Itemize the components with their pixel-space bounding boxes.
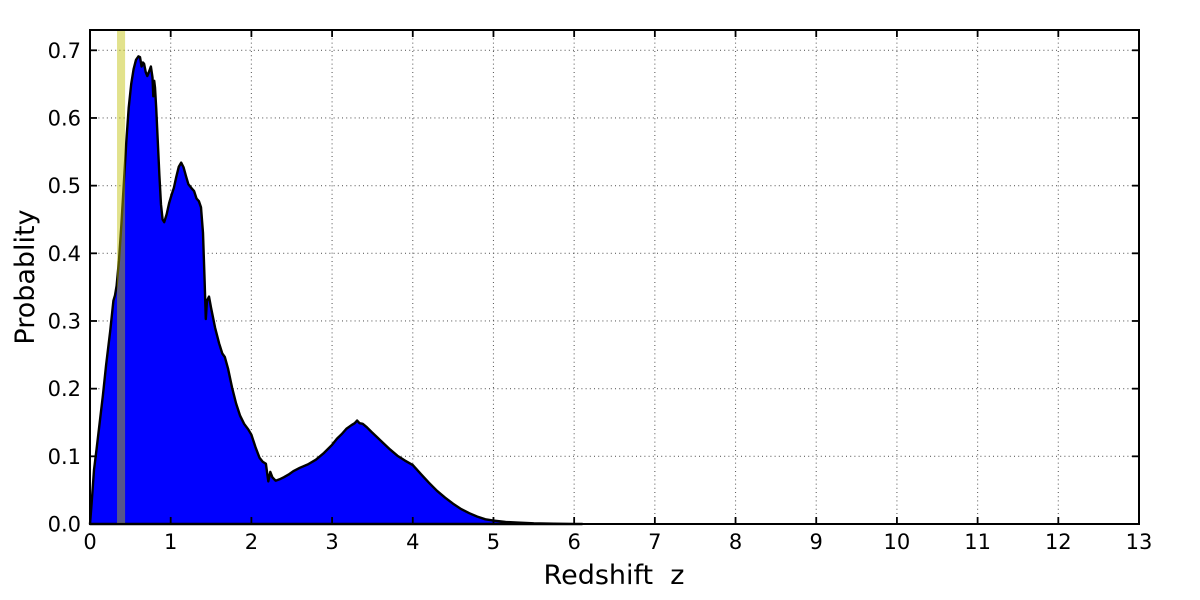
gridlines-layer <box>90 30 1139 524</box>
curve-layer <box>88 55 584 526</box>
x-tick-label: 4 <box>406 530 419 554</box>
x-axis-label: Redshift z <box>544 560 685 591</box>
y-tick-label: 0.2 <box>48 377 81 401</box>
band-layer <box>117 30 126 524</box>
y-axis-label: Probablity <box>10 209 41 344</box>
y-tick-label: 0.0 <box>48 513 81 537</box>
pdf-curve <box>88 55 584 526</box>
x-tick-label: 12 <box>1045 530 1072 554</box>
y-tick-label: 0.6 <box>48 106 81 130</box>
x-tick-label: 7 <box>648 530 661 554</box>
x-tick-label: 8 <box>729 530 742 554</box>
x-tick-label: 10 <box>884 530 911 554</box>
x-tick-label: 5 <box>487 530 500 554</box>
plot-frame <box>89 29 1140 525</box>
y-tick-label: 0.1 <box>48 445 81 469</box>
x-tick-label: 0 <box>83 530 96 554</box>
y-tick-label: 0.7 <box>48 39 81 63</box>
x-tick-label: 9 <box>810 530 823 554</box>
x-tick-label: 6 <box>567 530 580 554</box>
x-tick-label: 13 <box>1126 530 1153 554</box>
y-tick-label: 0.4 <box>48 242 81 266</box>
x-tick-label: 11 <box>964 530 991 554</box>
y-tick-label: 0.5 <box>48 174 81 198</box>
x-tick-label: 3 <box>325 530 338 554</box>
y-tick-label: 0.3 <box>48 309 81 333</box>
x-tick-label: 2 <box>245 530 258 554</box>
highlight-band <box>117 30 126 524</box>
ticks-layer <box>89 30 1140 525</box>
x-tick-label: 1 <box>164 530 177 554</box>
tick-labels-layer: 0 1 2 3 4 5 6 7 8 9 10 11 12 130.00.10.20.30.40.50.60… <box>48 39 1153 554</box>
